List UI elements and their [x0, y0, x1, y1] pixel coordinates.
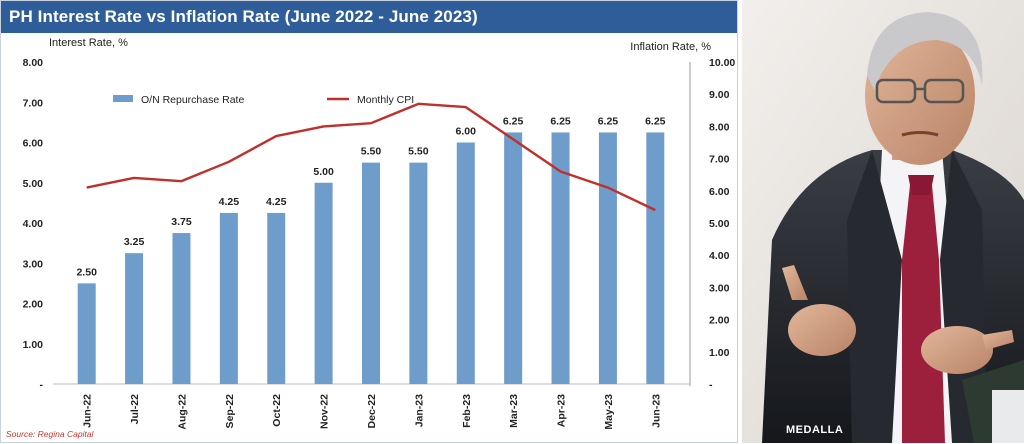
bar [362, 162, 380, 384]
bar-data-label: 6.25 [550, 115, 571, 127]
bar [172, 233, 191, 384]
chart-svg: Interest Rate, % Inflation Rate, % - 1.00 2.… [23, 37, 736, 430]
category-label: Jun-23 [650, 394, 662, 428]
left-tick-label: 3.00 [23, 258, 44, 270]
cpi-line [86, 102, 656, 212]
bar [314, 182, 333, 384]
bar-data-label: 6.25 [503, 115, 524, 127]
left-tick-label: 2.00 [23, 299, 44, 311]
right-tick-label: 3.00 [709, 282, 730, 294]
right-tick-label: 4.00 [709, 250, 730, 262]
bar-data-label: 5.50 [408, 146, 429, 158]
right-tick-label: 6.00 [709, 186, 730, 198]
left-tick-label: 6.00 [23, 138, 44, 150]
bar-data-label: 6.00 [456, 126, 477, 138]
right-tick-label: 5.00 [709, 218, 730, 230]
bar [409, 162, 428, 384]
right-tick-label: 1.00 [709, 347, 730, 359]
bar-data-label: 5.50 [361, 146, 382, 158]
bar-data-label: 6.25 [598, 115, 619, 127]
bar-data-label: 3.75 [171, 216, 192, 228]
category-label: Oct-22 [271, 394, 283, 427]
right-tick-label: 7.00 [709, 154, 730, 166]
right-axis-label: Inflation Rate, % [630, 41, 711, 53]
bar [504, 132, 523, 384]
category-label: Jul-22 [129, 394, 141, 425]
bar-data-label: 5.00 [313, 166, 334, 178]
bar-data-label: 3.25 [124, 236, 145, 248]
category-label: Apr-23 [556, 394, 568, 427]
bar [456, 142, 475, 384]
category-label: Jan-23 [413, 394, 425, 427]
bar-data-label: 4.25 [266, 196, 287, 208]
bar [551, 132, 570, 384]
left-tick-label: 5.00 [23, 178, 44, 190]
right-tick-label: - [709, 379, 713, 391]
category-label: Sep-22 [224, 394, 236, 429]
bar [598, 132, 617, 384]
category-label: Nov-22 [319, 394, 331, 429]
bar-data-label: 4.25 [219, 196, 240, 208]
category-label: Feb-23 [461, 394, 473, 428]
right-tick-label: 10.00 [709, 57, 735, 69]
left-tick-label: 1.00 [23, 339, 44, 351]
legend-label-bar: O/N Repurchase Rate [141, 94, 244, 106]
category-label: Aug-22 [176, 394, 188, 430]
bar-data-label: 6.25 [645, 115, 666, 127]
bar [267, 212, 286, 384]
bar [125, 253, 144, 384]
chart-panel: PH Interest Rate vs Inflation Rate (June… [0, 0, 738, 443]
right-tick-label: 9.00 [709, 89, 730, 101]
legend-label-line: Monthly CPI [357, 94, 414, 106]
right-tick-label: 2.00 [709, 315, 730, 327]
chart-title: PH Interest Rate vs Inflation Rate (June… [1, 1, 737, 33]
bar-data-label: 2.50 [76, 266, 97, 278]
bar [77, 283, 96, 384]
legend-swatch-bar [113, 95, 133, 102]
left-axis-label: Interest Rate, % [49, 37, 128, 49]
left-tick-label: 7.00 [23, 97, 44, 109]
photo-caption: MEDALLA [786, 424, 844, 436]
left-tick-label: 4.00 [23, 218, 44, 230]
bar [219, 212, 238, 384]
speaker-photo [742, 0, 1024, 443]
category-label: Mar-23 [508, 394, 520, 428]
category-label: Dec-22 [366, 394, 378, 429]
source-note: Source: Regina Capital [6, 429, 94, 439]
category-label: Jun-22 [82, 394, 94, 428]
right-tick-label: 8.00 [709, 121, 730, 133]
speaker-photo-illustration [742, 0, 1024, 443]
left-tick-label: - [40, 379, 44, 391]
category-label: May-23 [603, 394, 615, 430]
bar [646, 132, 665, 384]
left-tick-label: 8.00 [23, 57, 44, 69]
